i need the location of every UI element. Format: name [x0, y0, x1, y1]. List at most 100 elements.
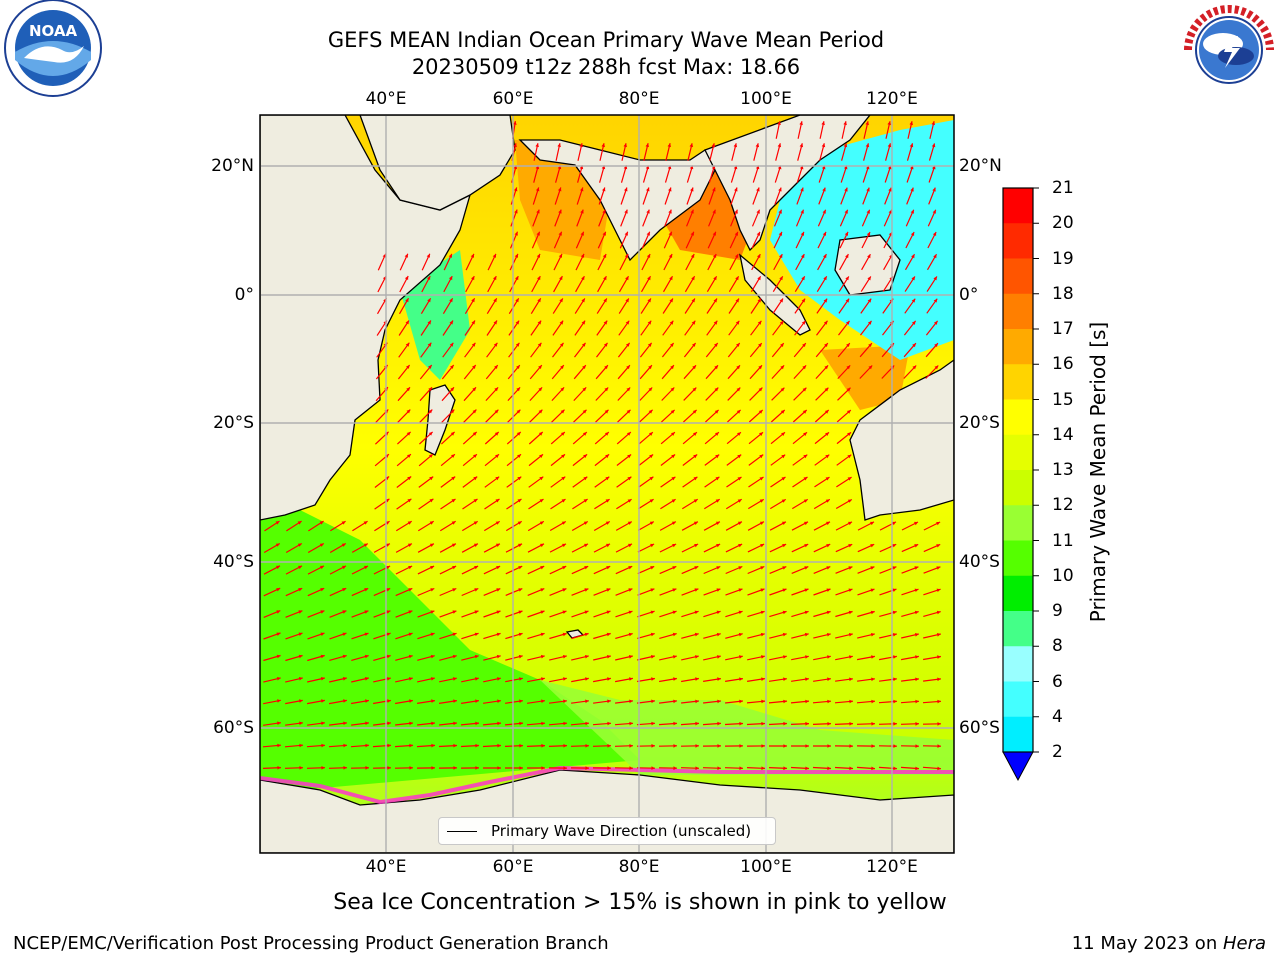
wave-arrow-head — [496, 654, 501, 659]
wave-arrow-head — [826, 633, 831, 637]
wave-arrow-head — [716, 655, 721, 659]
lon-label-bottom-80e: 80°E — [618, 857, 660, 877]
wave-arrow-head — [867, 298, 872, 303]
wave-arrow-head — [540, 588, 545, 592]
wave-arrow-head — [823, 320, 828, 325]
wave-arrow-head — [536, 209, 540, 214]
wave-arrow-head — [827, 722, 831, 726]
wave-arrow-head — [473, 476, 478, 481]
wave-arrow-head — [430, 566, 435, 570]
wave-arrow-head — [474, 610, 479, 614]
wave-arrow-head — [276, 565, 280, 570]
wave-arrow-head — [518, 543, 522, 548]
wave-arrow-head — [911, 254, 915, 259]
wave-arrow-head — [936, 522, 941, 526]
wave-arrow-head — [342, 677, 347, 681]
wave-arrow-head — [470, 253, 474, 258]
wave-arrow-head — [715, 476, 720, 481]
wave-arrow-head — [452, 610, 457, 614]
wave-arrow-head — [494, 409, 499, 414]
wave-arrow-head — [936, 544, 941, 548]
wave-arrow-head — [624, 187, 628, 192]
wave-arrow-head — [585, 699, 589, 704]
wave-arrow-head — [604, 387, 609, 392]
wave-arrow-head — [843, 143, 848, 148]
colorbar-tick-label: 18 — [1052, 283, 1074, 304]
wave-arrow-head — [558, 231, 562, 236]
wave-arrow-head — [716, 632, 721, 637]
wave-arrow-head — [692, 343, 696, 347]
wave-arrow-head — [627, 454, 632, 459]
wave-arrow-head — [651, 766, 655, 770]
wave-arrow-head — [561, 454, 565, 458]
wave-arrow-head — [712, 209, 716, 214]
wave-arrow-head — [475, 699, 479, 703]
wave-arrow-head — [805, 766, 809, 771]
wave-arrow-head — [497, 743, 501, 748]
wave-arrow-head — [426, 276, 431, 280]
wave-arrow-head — [849, 677, 853, 682]
map-legend: Primary Wave Direction (unscaled) — [438, 817, 776, 845]
wave-arrow-head — [827, 655, 831, 659]
wave-arrow-head — [606, 566, 611, 570]
wave-arrow-head — [893, 677, 897, 682]
wave-arrow-head — [452, 632, 457, 637]
wave-arrow-head — [822, 231, 826, 236]
wave-arrow-head — [670, 343, 674, 347]
colorbar-segment — [1003, 716, 1033, 753]
colorbar-tick-label: 20 — [1052, 213, 1074, 234]
wave-arrow-head — [537, 320, 542, 325]
legend-line-icon — [447, 830, 477, 832]
wave-arrow-head — [516, 387, 521, 392]
colorbar-segment — [1003, 505, 1033, 541]
wave-arrow-head — [804, 521, 808, 526]
wave-arrow-head — [475, 677, 479, 681]
lat-label-right-20n: 20°N — [959, 156, 1002, 176]
wave-arrow-head — [518, 566, 523, 570]
wave-arrow-head — [711, 143, 716, 148]
wave-arrow-head — [319, 521, 324, 525]
wave-arrow-head — [824, 387, 829, 392]
land-madagascar — [424, 384, 456, 456]
wave-arrow-head — [496, 588, 501, 592]
wave-arrow-head — [695, 699, 699, 704]
wave-arrow-head — [782, 566, 787, 570]
swell-zone-green — [260, 510, 640, 790]
wave-arrow-head — [849, 744, 853, 748]
wave-arrow-head — [782, 632, 787, 637]
wave-arrow-head — [431, 766, 435, 770]
wave-arrow-head — [320, 610, 325, 614]
wave-arrow-head — [321, 766, 325, 770]
wave-arrow-head — [321, 699, 325, 703]
wave-arrow-head — [893, 699, 897, 704]
wave-arrow-head — [803, 477, 808, 481]
wave-arrow-head — [713, 276, 717, 281]
wave-arrow-head — [804, 544, 809, 548]
wave-arrow-head — [735, 276, 739, 281]
wave-arrow-head — [536, 231, 540, 236]
wave-arrow-head — [672, 588, 677, 592]
wave-arrow-head — [582, 365, 586, 369]
wave-arrow-head — [584, 632, 589, 637]
wave-arrow-head — [936, 633, 941, 637]
wave-arrow-head — [277, 766, 281, 770]
wave-arrow-head — [623, 143, 627, 148]
wave-arrow-head — [277, 721, 281, 725]
wave-arrow-head — [716, 566, 721, 570]
wave-arrow-head — [689, 143, 694, 148]
wave-arrow-head — [472, 365, 476, 369]
wave-arrow-head — [735, 298, 739, 303]
wave-arrow-head — [650, 610, 655, 614]
wave-arrow-head — [736, 365, 740, 370]
wave-arrow-head — [581, 320, 586, 325]
wave-arrow-head — [277, 743, 281, 748]
wave-arrow-head — [342, 632, 347, 636]
wave-arrow-head — [603, 276, 607, 281]
wave-arrow-head — [759, 477, 764, 481]
wave-arrow-head — [602, 209, 606, 214]
wave-arrow-head — [670, 409, 675, 414]
wave-arrow-head — [759, 432, 763, 436]
wave-arrow-head — [650, 566, 655, 570]
wave-arrow-head — [672, 544, 677, 548]
wave-arrow-head — [844, 231, 848, 236]
